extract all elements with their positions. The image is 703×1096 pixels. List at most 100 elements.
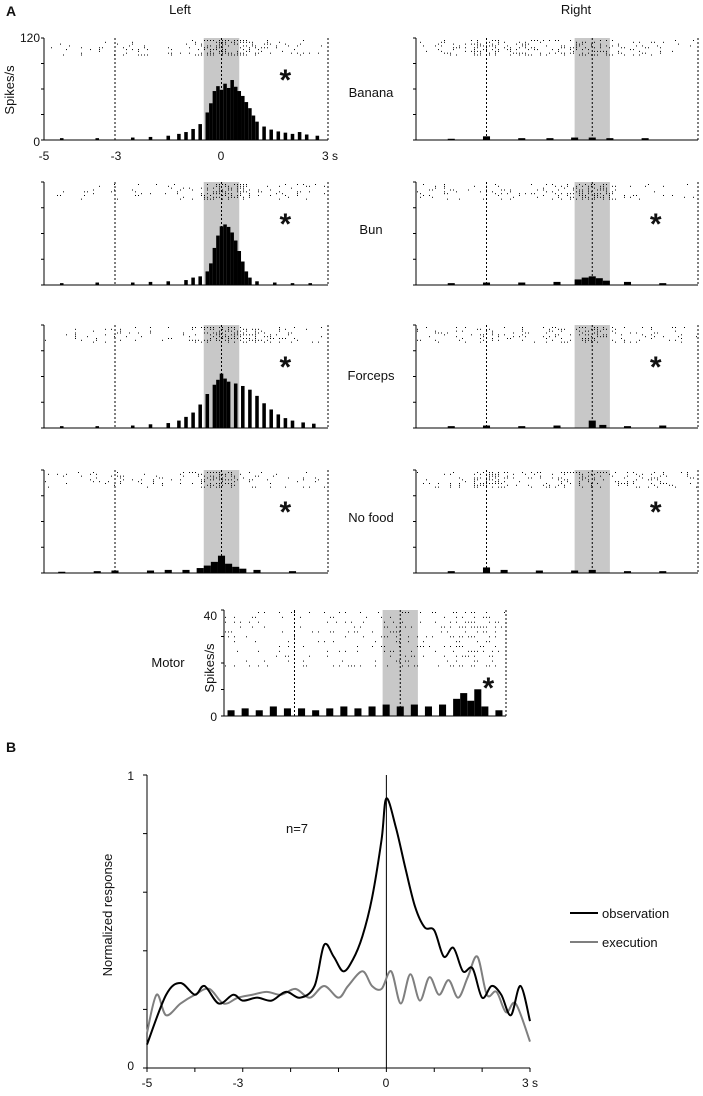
raster-spike	[651, 328, 652, 330]
raster-spike	[468, 189, 469, 191]
raster-spike	[225, 184, 226, 185]
raster-spike	[528, 54, 529, 56]
raster-spike	[171, 52, 172, 54]
raster-spike	[411, 655, 412, 657]
raster-spike	[390, 650, 391, 652]
raster-spike	[231, 196, 232, 198]
raster-spike	[423, 646, 424, 648]
raster-spike	[558, 334, 559, 336]
raster-spike	[525, 45, 526, 47]
raster-spike	[552, 49, 553, 51]
raster-spike	[228, 328, 229, 330]
raster-spike	[279, 327, 280, 328]
raster-spike	[579, 45, 580, 47]
raster-spike	[357, 650, 358, 652]
raster-spike	[258, 191, 259, 193]
raster-spike	[225, 336, 226, 338]
psth-bar	[212, 384, 217, 428]
raster-spike	[321, 45, 322, 47]
raster-spike	[144, 45, 145, 47]
raster-spike	[495, 52, 496, 54]
raster-spike	[591, 482, 592, 484]
raster-spike	[480, 50, 481, 52]
raster-spike	[195, 472, 196, 473]
raster-spike	[633, 49, 634, 51]
raster-spike	[300, 191, 301, 193]
raster-spike	[621, 337, 622, 339]
raster-spike	[237, 52, 238, 54]
raster-spike	[597, 54, 598, 56]
raster-spike	[558, 484, 559, 486]
raster-spike	[543, 187, 544, 189]
raster-spike	[240, 336, 241, 338]
raster-spike	[483, 482, 484, 484]
raster-spike	[645, 52, 646, 54]
raster-spike	[594, 50, 595, 52]
raster-spike	[477, 484, 478, 486]
psth-bar	[196, 568, 204, 573]
raster-spike	[552, 191, 553, 193]
raster-spike	[408, 612, 409, 613]
psth-bar	[191, 412, 195, 428]
x-tick-label: 0	[218, 149, 225, 163]
raster-spike	[561, 477, 562, 479]
raster-spike	[504, 486, 505, 488]
raster-spike	[435, 45, 436, 47]
psth-bar	[424, 706, 432, 716]
raster-spike	[489, 621, 490, 623]
raster-spike	[558, 196, 559, 198]
raster-spike	[633, 41, 634, 43]
raster-spike	[279, 650, 280, 652]
raster-spike	[288, 45, 289, 47]
raster-spike	[444, 473, 445, 475]
psth-bar	[255, 121, 259, 140]
raster-spike	[561, 328, 562, 330]
raster-spike	[459, 484, 460, 486]
raster-spike	[255, 332, 256, 334]
raster-spike	[531, 54, 532, 56]
raster-spike	[585, 41, 586, 43]
raster-spike	[243, 334, 244, 336]
raster-spike	[219, 184, 220, 185]
raster-spike	[288, 334, 289, 336]
raster-spike	[240, 187, 241, 189]
raster-spike	[462, 479, 463, 481]
raster-spike	[456, 191, 457, 193]
raster-spike	[246, 330, 247, 332]
raster-spike	[219, 52, 220, 54]
raster-spike	[510, 49, 511, 51]
raster-spike	[339, 612, 340, 613]
raster-spike	[279, 646, 280, 648]
raster-spike	[459, 646, 460, 648]
raster-spike	[204, 486, 205, 488]
raster-spike	[483, 631, 484, 633]
x-tick-label: -5	[39, 149, 50, 163]
raster-spike	[222, 332, 223, 334]
raster-spike	[483, 45, 484, 47]
b-y-max-label: 1	[127, 769, 134, 783]
raster-spike	[579, 193, 580, 195]
raster-spike	[264, 47, 265, 49]
raster-spike	[261, 472, 262, 473]
raster-spike	[654, 332, 655, 334]
raster-spike	[213, 336, 214, 338]
raster-spike	[237, 50, 238, 52]
raster-spike	[483, 626, 484, 628]
raster-spike	[222, 477, 223, 479]
raster-spike	[249, 47, 250, 49]
raster-spike	[675, 330, 676, 332]
raster-spike	[213, 54, 214, 56]
raster-spike	[555, 193, 556, 195]
raster-spike	[618, 481, 619, 483]
raster-spike	[351, 665, 352, 667]
raster-spike	[267, 185, 268, 187]
raster-spike	[243, 189, 244, 191]
raster-spike	[69, 45, 70, 47]
raster-spike	[294, 337, 295, 339]
raster-spike	[333, 665, 334, 667]
raster-spike	[657, 479, 658, 481]
raster-spike	[582, 52, 583, 54]
raster-spike	[138, 49, 139, 51]
raster-spike	[273, 475, 274, 477]
raster-spike	[444, 184, 445, 185]
